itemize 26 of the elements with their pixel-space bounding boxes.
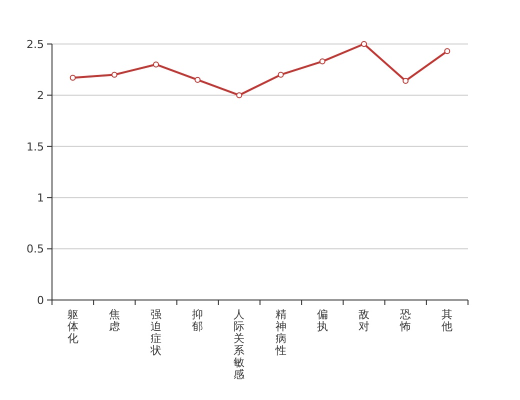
y-tick-label: 2.5: [26, 38, 44, 51]
point: [153, 61, 159, 68]
x-tick-label: 焦虑: [108, 308, 120, 333]
point: [402, 78, 409, 84]
x-tick-label: 恐怖: [399, 308, 412, 333]
x-tick-label: 抑郁: [192, 308, 204, 333]
y-tick-label: 1: [37, 191, 44, 204]
point: [361, 41, 367, 47]
x-tick-label: 人际关系敏感: [234, 308, 245, 381]
x-tick-label: 强迫症状: [150, 308, 162, 357]
x-tick-label: 躯体化: [67, 308, 78, 345]
point: [70, 74, 76, 81]
point: [194, 76, 201, 83]
point: [444, 48, 450, 54]
y-tick-label: 1.5: [26, 140, 44, 154]
point: [236, 92, 242, 98]
x-tick-label: 敌对: [358, 308, 370, 333]
point: [278, 72, 284, 78]
x-tick-label: 偏执: [316, 308, 328, 333]
x-tick-label: 精神病性: [274, 308, 286, 357]
y-tick-label: 2: [37, 89, 44, 102]
x-tick-label: 其他: [442, 308, 453, 333]
point: [111, 72, 118, 78]
y-tick-label: 0: [37, 294, 44, 307]
y-tick-label: 0.5: [26, 242, 44, 256]
point: [319, 58, 326, 64]
